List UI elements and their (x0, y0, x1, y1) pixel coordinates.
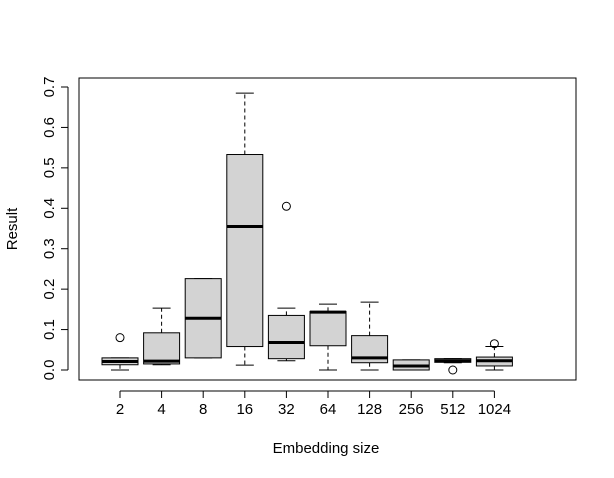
outlier-point (489, 339, 499, 349)
x-tick-label: 32 (278, 401, 295, 418)
y-tick-label: 0.5 (41, 157, 58, 178)
box-group (184, 278, 222, 359)
y-tick-label: 0.0 (41, 360, 58, 381)
box-group (309, 303, 347, 371)
outlier-point (448, 365, 458, 375)
boxes (101, 92, 513, 375)
outlier-point (281, 201, 291, 211)
iqr-box (226, 154, 264, 348)
plot-frame (78, 77, 577, 381)
x-tick-label: 64 (320, 401, 337, 418)
x-tick-label: 8 (199, 401, 207, 418)
box-group (226, 92, 264, 366)
outlier-point (115, 333, 125, 343)
x-tick-label: 4 (157, 401, 165, 418)
box-group (434, 358, 472, 375)
box-group (475, 339, 513, 371)
y-axis-label: Result (4, 207, 21, 250)
x-axis: 2 4 8 16 32 64 128 256 512 1024 (116, 390, 511, 418)
y-tick-label: 0.2 (41, 279, 58, 300)
iqr-box (267, 314, 305, 360)
y-tick-label: 0.1 (41, 319, 58, 340)
y-tick-label: 0.7 (41, 77, 58, 98)
iqr-box (309, 310, 347, 347)
y-tick-label: 0.3 (41, 238, 58, 259)
iqr-box (143, 332, 181, 365)
box-group (267, 201, 305, 362)
x-axis-label: Embedding size (273, 440, 380, 457)
y-axis: 0.0 0.1 0.2 0.3 0.4 0.5 0.6 0.7 (41, 77, 69, 381)
box-group (392, 359, 430, 371)
box-group (101, 333, 139, 371)
x-tick-label: 128 (357, 401, 382, 418)
x-tick-label: 2 (116, 401, 124, 418)
x-tick-label: 256 (399, 401, 424, 418)
box-group (143, 307, 181, 366)
y-tick-label: 0.6 (41, 117, 58, 138)
box-group (351, 301, 389, 371)
x-tick-label: 1024 (478, 401, 511, 418)
x-tick-label: 16 (236, 401, 253, 418)
x-tick-label: 512 (440, 401, 465, 418)
y-tick-label: 0.4 (41, 198, 58, 219)
